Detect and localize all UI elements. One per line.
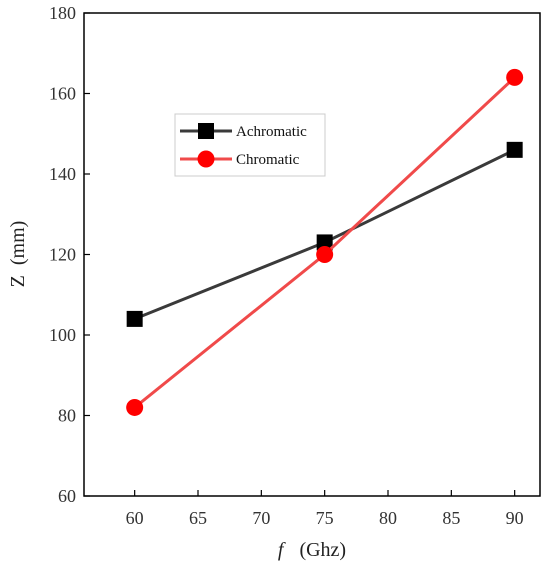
y-axis: 60 80 100 120 140 160 180 xyxy=(49,3,90,506)
legend-label-chromatic: Chromatic xyxy=(236,152,300,168)
legend-marker-chromatic xyxy=(197,150,215,168)
x-tick-label: 75 xyxy=(316,508,334,528)
y-tick-label: 120 xyxy=(49,245,76,265)
y-tick-label: 60 xyxy=(58,486,76,506)
data-point-achromatic xyxy=(126,310,143,327)
y-tick-label: 100 xyxy=(49,325,76,345)
y-tick-label: 160 xyxy=(49,84,76,104)
data-point-achromatic xyxy=(316,234,333,251)
series-layer xyxy=(126,68,524,416)
x-tick-label: 70 xyxy=(252,508,270,528)
plot-frame xyxy=(83,12,541,497)
legend-label-achromatic: Achromatic xyxy=(236,124,307,140)
x-tick-label: 80 xyxy=(379,508,397,528)
x-tick-label: 60 xyxy=(126,508,144,528)
data-point-achromatic xyxy=(506,141,523,158)
legend-marker-achromatic xyxy=(198,123,214,139)
y-tick-label: 140 xyxy=(49,164,76,184)
x-axis: 60 65 70 75 80 85 90 xyxy=(126,490,524,528)
data-point-chromatic xyxy=(316,246,334,263)
data-point-chromatic xyxy=(506,68,524,86)
x-tick-label: 65 xyxy=(189,508,207,528)
y-axis-label: Z (mm) xyxy=(7,221,29,288)
x-axis-variable: f xyxy=(278,539,286,561)
legend: Achromatic Chromatic xyxy=(174,113,326,177)
y-tick-label: 180 xyxy=(49,3,76,23)
x-axis-label: f (Ghz) xyxy=(278,539,346,561)
x-axis-unit: (Ghz) xyxy=(299,539,346,561)
x-tick-label: 90 xyxy=(506,508,524,528)
data-point-chromatic xyxy=(126,398,144,416)
y-tick-label: 80 xyxy=(58,406,76,426)
x-tick-label: 85 xyxy=(442,508,460,528)
